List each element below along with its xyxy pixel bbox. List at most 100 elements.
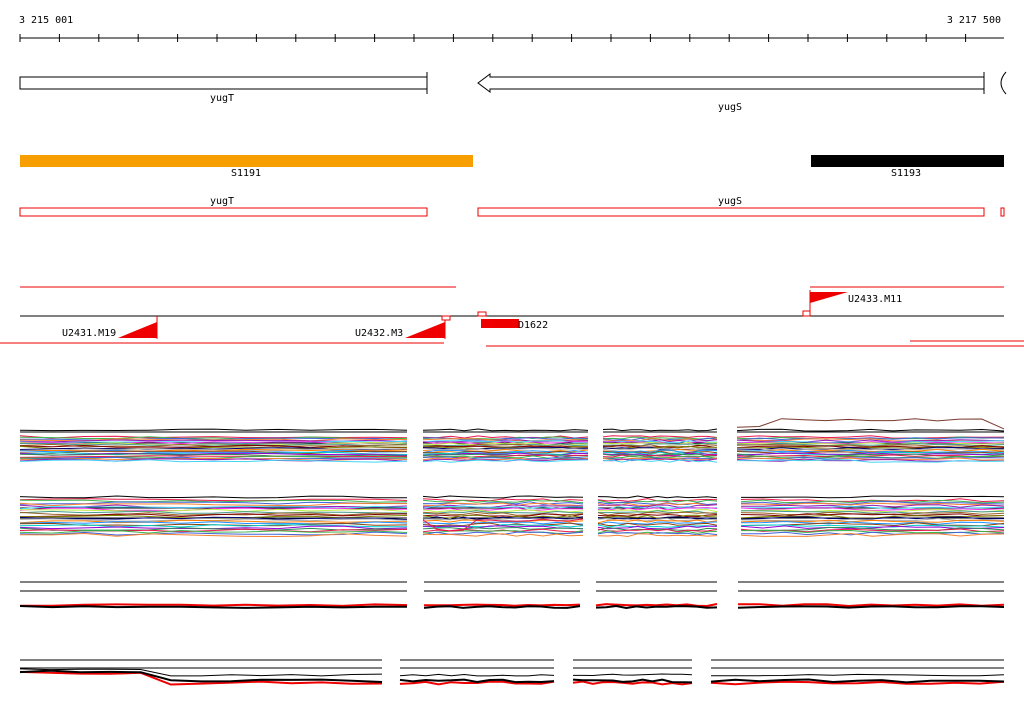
profile-curve bbox=[399, 678, 555, 684]
terminator-u2433[interactable] bbox=[802, 290, 848, 317]
profile-curve bbox=[19, 436, 408, 440]
profile-curve bbox=[19, 529, 408, 534]
profile-curve bbox=[19, 668, 383, 677]
profile-panel-row1-3 bbox=[602, 428, 718, 463]
profile-curve bbox=[602, 454, 718, 458]
profile-curve bbox=[736, 446, 1005, 451]
profile-curve bbox=[602, 444, 718, 449]
gene-outline-partial bbox=[1000, 207, 1005, 217]
profile-curve bbox=[736, 447, 1005, 451]
profile-curve bbox=[422, 437, 589, 441]
profile-curve bbox=[736, 452, 1005, 456]
profile-curve bbox=[602, 435, 718, 438]
profile-curve bbox=[597, 519, 718, 524]
profile-curve bbox=[597, 531, 718, 536]
feature-label-u2432: U2432.M3 bbox=[355, 328, 403, 339]
profile-curve bbox=[19, 516, 408, 521]
profile-curve bbox=[19, 669, 383, 683]
profile-curve bbox=[422, 451, 589, 456]
profile-curve bbox=[602, 459, 718, 463]
profile-curve bbox=[422, 507, 584, 511]
profile-curve bbox=[423, 603, 581, 607]
profile-panel-row1-4 bbox=[736, 418, 1005, 463]
profile-curve bbox=[422, 514, 584, 519]
profile-curve bbox=[422, 498, 584, 502]
profile-curve bbox=[422, 499, 584, 504]
profile-curve bbox=[736, 442, 1005, 447]
profile-curve bbox=[597, 514, 718, 519]
profile-curve bbox=[597, 504, 718, 508]
profile-curve bbox=[711, 673, 1005, 677]
profile-curve bbox=[740, 514, 1005, 519]
profile-curve bbox=[422, 448, 589, 453]
profile-curve bbox=[597, 525, 718, 530]
profile-curve bbox=[740, 528, 1005, 533]
profile-curve bbox=[597, 495, 718, 499]
ruler-end-label: 3 217 500 bbox=[947, 15, 1001, 26]
profile-curve bbox=[602, 441, 717, 446]
outline-label-yugS: yugS bbox=[718, 196, 742, 207]
profile-curve bbox=[603, 441, 718, 445]
profile-curve bbox=[740, 507, 1005, 512]
profile-curve bbox=[740, 499, 1005, 504]
profile-curve bbox=[19, 531, 408, 536]
profile-curve bbox=[422, 443, 589, 447]
profile-curve bbox=[19, 453, 408, 457]
profile-curve bbox=[422, 495, 584, 499]
profile-curve bbox=[422, 521, 584, 525]
profile-curve bbox=[422, 513, 584, 518]
gene-outline-yugS[interactable] bbox=[477, 207, 985, 217]
profile-curve bbox=[422, 428, 589, 432]
gene-arrow-yugS[interactable] bbox=[477, 72, 985, 94]
profile-curve bbox=[740, 501, 1005, 505]
profile-curve bbox=[597, 522, 718, 527]
gene-outline-yugT[interactable] bbox=[19, 207, 428, 217]
profile-panel-row2-2 bbox=[422, 495, 584, 537]
terminator-u2432[interactable] bbox=[405, 315, 451, 339]
profile-curve bbox=[423, 605, 581, 609]
profile-curve bbox=[19, 510, 408, 514]
ruler-start-label: 3 215 001 bbox=[19, 15, 73, 26]
profile-curve bbox=[19, 455, 408, 458]
profile-curve bbox=[19, 670, 383, 686]
profile-curve bbox=[740, 510, 1005, 515]
profile-curve bbox=[602, 455, 718, 459]
profile-panel-row3-2 bbox=[423, 581, 581, 609]
profile-curve bbox=[572, 678, 693, 684]
profile-curve bbox=[602, 445, 718, 449]
profile-curve bbox=[19, 502, 408, 507]
profile-curve bbox=[19, 440, 408, 444]
profile-curve bbox=[19, 457, 408, 461]
profile-curve bbox=[597, 511, 718, 516]
feature-d1622[interactable] bbox=[477, 311, 519, 328]
profile-curve bbox=[602, 449, 718, 454]
gene-arrow-yugT[interactable] bbox=[19, 72, 428, 94]
outline-label-yugT: yugT bbox=[210, 196, 234, 207]
profile-curve bbox=[19, 605, 407, 609]
profile-curve bbox=[19, 525, 408, 530]
segment-bar-s1193[interactable] bbox=[811, 155, 1004, 167]
profile-curve bbox=[597, 513, 718, 518]
profile-panel-row4-4 bbox=[710, 659, 1005, 686]
profile-curve bbox=[19, 498, 408, 502]
profile-panel-row1-1 bbox=[19, 428, 408, 463]
profile-curve bbox=[19, 456, 408, 460]
gene-label-yugS: yugS bbox=[718, 102, 742, 113]
profile-curve bbox=[597, 528, 718, 533]
profile-curve bbox=[597, 526, 718, 531]
profile-curve bbox=[19, 507, 408, 512]
terminator-u2431[interactable] bbox=[118, 316, 158, 339]
profile-curve bbox=[736, 459, 1005, 463]
profile-curve bbox=[422, 459, 589, 463]
feature-label-u2431: U2431.M19 bbox=[62, 328, 116, 339]
profile-curve bbox=[422, 526, 584, 530]
feature-label-d1622: D1622 bbox=[518, 320, 548, 331]
profile-curve bbox=[19, 444, 408, 449]
profile-curve bbox=[736, 454, 1005, 458]
segment-bar-s1191[interactable] bbox=[20, 155, 473, 167]
profile-panel-row4-1 bbox=[19, 659, 383, 686]
profile-panel-row3-1 bbox=[19, 581, 408, 609]
profile-panel-row3-4 bbox=[737, 581, 1005, 609]
profile-curve bbox=[422, 518, 584, 532]
